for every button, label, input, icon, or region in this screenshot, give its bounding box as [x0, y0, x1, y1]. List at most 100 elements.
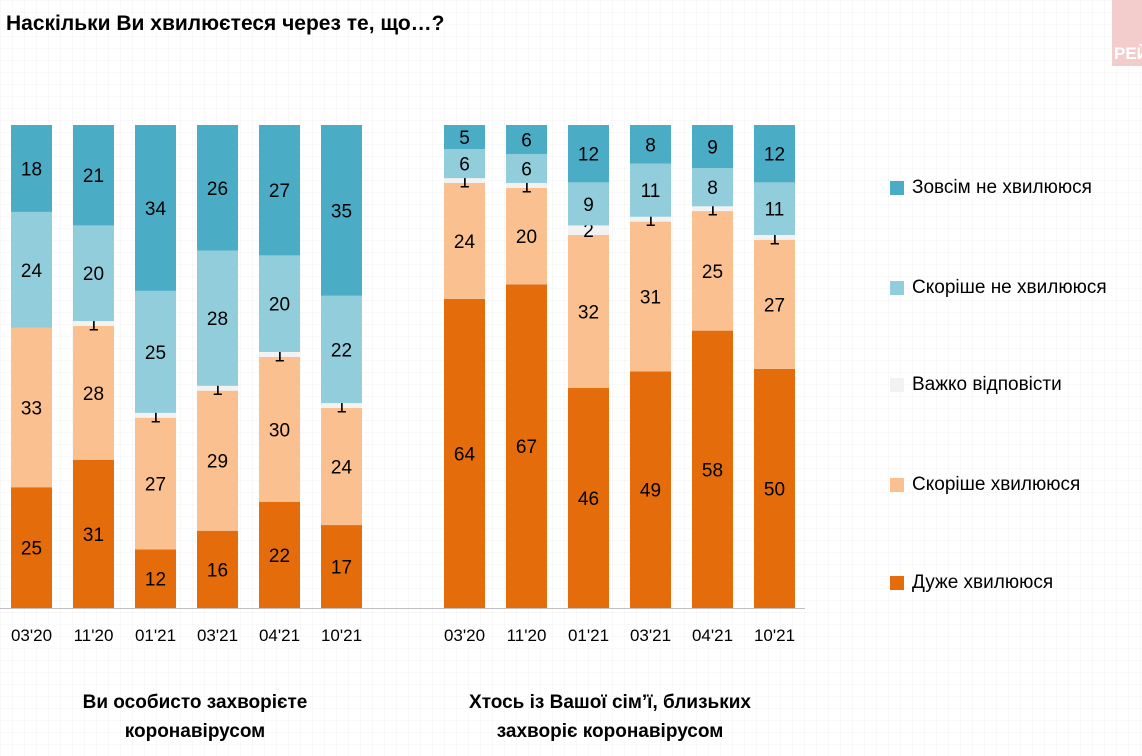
data-label: 67 — [516, 437, 537, 458]
data-label: 24 — [21, 261, 43, 282]
data-label: 25 — [21, 539, 42, 560]
bar-segment — [197, 390, 238, 531]
bar-segment — [754, 182, 795, 235]
data-label: 11 — [641, 181, 661, 202]
data-label: 29 — [207, 452, 228, 473]
bar-segment — [568, 388, 609, 608]
data-label: 9 — [707, 138, 718, 159]
x-tick-label: 03'20 — [11, 626, 52, 645]
legend-item: Дуже хвилююся — [890, 572, 1053, 594]
bar-segment — [135, 549, 176, 608]
data-label: 58 — [702, 460, 723, 481]
bar-segment — [568, 125, 609, 183]
chart-title: Наскільки Ви хвилюєтеся через те, що…? — [6, 12, 445, 35]
data-label: 31 — [83, 525, 104, 546]
legend-label: Скоріше не хвилююся — [912, 277, 1107, 298]
bar-segment — [73, 459, 114, 608]
data-label: 1 — [645, 210, 656, 231]
bar-segment — [197, 125, 238, 251]
bar-segment — [692, 168, 733, 207]
data-label: 46 — [578, 489, 599, 510]
legend-swatch — [890, 576, 904, 590]
legend-item: Важко відповісти — [890, 374, 1062, 396]
data-label: 8 — [707, 178, 718, 199]
data-label: 25 — [702, 262, 723, 283]
data-label: 16 — [207, 560, 228, 581]
bar-segment — [506, 153, 547, 183]
data-label: 20 — [516, 227, 537, 248]
data-label: 1 — [274, 345, 285, 366]
data-label: 27 — [145, 475, 166, 496]
data-label: 31 — [640, 287, 661, 308]
logo-text: РЕЙТИНГ — [1114, 44, 1142, 63]
data-label: 26 — [207, 179, 228, 200]
data-label: 6 — [521, 159, 532, 180]
x-tick-label: 10'21 — [321, 626, 362, 645]
bar-segment — [692, 330, 733, 608]
x-tick-label: 10'21 — [754, 626, 795, 645]
data-label: 1 — [521, 176, 532, 197]
data-label: 34 — [145, 199, 167, 220]
bar-segment — [197, 250, 238, 386]
data-label: 12 — [145, 570, 166, 591]
x-tick-label: 11'20 — [74, 626, 114, 645]
bar-segment — [506, 182, 547, 188]
data-label: 18 — [21, 159, 42, 180]
data-label: 1 — [88, 314, 99, 335]
bar-segment — [321, 295, 362, 404]
bar-segment — [73, 125, 114, 226]
bar-segment — [259, 501, 300, 608]
bar-segment — [754, 368, 795, 608]
bar-segment — [197, 385, 238, 391]
bar-segment — [568, 182, 609, 226]
bar-segment — [135, 290, 176, 413]
data-label: 5 — [459, 128, 470, 149]
bar-segment — [135, 125, 176, 291]
bar-segment — [259, 352, 300, 357]
x-tick-label: 01'21 — [135, 626, 176, 645]
bar-segment — [73, 321, 114, 326]
bar-segment — [444, 182, 485, 299]
bar-segment — [444, 149, 485, 179]
bar-segment — [692, 125, 733, 169]
data-label: 20 — [269, 295, 290, 316]
bar-segment — [630, 163, 671, 217]
data-label: 28 — [207, 309, 228, 330]
data-label: 24 — [454, 232, 476, 253]
data-label: 17 — [331, 558, 352, 579]
x-tick-label: 04'21 — [692, 626, 733, 645]
data-label: 8 — [645, 135, 656, 156]
data-label: 22 — [331, 340, 352, 361]
data-label: 1 — [769, 228, 780, 249]
bar-segment — [73, 225, 114, 322]
bar-segment — [321, 407, 362, 526]
bar-segment — [754, 234, 795, 240]
data-label: 6 — [459, 155, 470, 176]
bar-segment — [321, 125, 362, 296]
legend-label: Зовсім не хвилююся — [912, 177, 1092, 198]
data-label: 22 — [269, 546, 290, 567]
legend-label: Дуже хвилююся — [912, 572, 1054, 593]
bar-segment — [259, 255, 300, 353]
bar-segment — [630, 216, 671, 222]
bar-segment — [259, 125, 300, 256]
x-tick-label: 03'21 — [197, 626, 238, 645]
bar-segment — [692, 211, 733, 331]
data-label: 27 — [764, 295, 785, 316]
data-label: 12 — [578, 145, 599, 166]
bar-segment — [630, 125, 671, 164]
data-label: 1 — [459, 172, 470, 193]
bar-segment — [11, 327, 52, 488]
bar-segment — [444, 178, 485, 183]
data-label: 50 — [764, 479, 785, 500]
legend-item: Скоріше хвилююся — [890, 474, 1080, 496]
data-label: 32 — [578, 303, 599, 324]
bar-segment — [259, 356, 300, 502]
bar-segment — [444, 125, 485, 150]
data-label: 1 — [212, 379, 223, 400]
logo: РЕЙТИНГ — [1112, 0, 1142, 66]
bar-segment — [197, 530, 238, 608]
x-tick-label: 11'20 — [507, 626, 547, 645]
legend-swatch — [890, 478, 904, 492]
bar-segment — [73, 325, 114, 460]
